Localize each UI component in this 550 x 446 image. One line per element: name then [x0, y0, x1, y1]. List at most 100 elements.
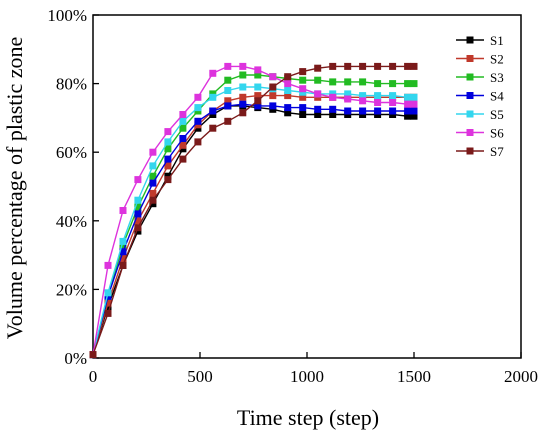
data-point-s7 [194, 138, 202, 146]
legend-marker-s6 [466, 129, 474, 136]
data-point-s7 [299, 68, 307, 76]
data-point-s4 [179, 135, 187, 142]
data-point-s6 [104, 261, 112, 269]
data-point-s4 [410, 107, 418, 115]
data-point-s6 [404, 100, 412, 108]
data-point-s5 [149, 162, 157, 170]
x-tick-label: 1500 [397, 367, 431, 386]
x-tick-label: 2000 [504, 367, 538, 386]
data-point-s5 [389, 92, 397, 100]
data-point-s2 [239, 93, 247, 101]
data-point-s3 [389, 80, 397, 88]
data-point-s6 [209, 69, 217, 77]
data-point-s6 [389, 99, 397, 106]
data-point-s6 [149, 148, 157, 156]
data-point-s3 [329, 78, 337, 86]
legend-marker-s5 [466, 110, 474, 118]
data-point-s3 [149, 172, 157, 180]
legend-marker-s1 [466, 36, 474, 44]
data-point-s1 [314, 111, 322, 118]
data-point-s5 [164, 138, 172, 146]
data-point-s7 [329, 62, 337, 70]
data-point-s7 [134, 224, 142, 232]
data-point-s5 [344, 90, 352, 98]
data-point-s6 [119, 207, 127, 214]
legend-marker-s3 [466, 73, 474, 81]
data-point-s7 [344, 62, 352, 70]
data-point-s2 [179, 141, 187, 149]
data-point-s3 [134, 203, 142, 211]
data-point-s5 [410, 93, 418, 101]
data-point-s5 [404, 93, 412, 101]
data-point-s2 [104, 299, 112, 307]
data-point-s4 [149, 179, 157, 187]
data-point-s5 [179, 117, 187, 125]
data-point-s5 [119, 237, 127, 245]
data-point-s4 [359, 107, 367, 115]
data-point-s6 [269, 73, 277, 81]
data-point-s7 [404, 62, 412, 70]
data-point-s5 [239, 83, 247, 91]
data-point-s1 [299, 111, 307, 118]
data-point-s4 [344, 107, 352, 115]
data-point-s6 [134, 176, 142, 184]
data-point-s7 [314, 64, 322, 72]
data-point-s5 [284, 87, 292, 94]
legend-marker-s7 [466, 147, 474, 155]
data-point-s7 [410, 62, 418, 70]
data-point-s4 [329, 105, 337, 113]
data-point-s5 [134, 196, 142, 204]
data-point-s5 [224, 87, 232, 94]
y-axis-ticks: 0% 20% 40% 60% 80% 100% [47, 6, 99, 368]
data-point-s7 [149, 196, 157, 204]
data-point-s2 [284, 92, 292, 100]
data-point-s7 [119, 261, 127, 269]
data-point-s6 [179, 111, 187, 118]
data-point-s4 [269, 102, 277, 110]
data-point-s3 [359, 78, 367, 86]
data-point-s6 [164, 128, 172, 136]
data-point-s6 [314, 90, 322, 98]
data-point-s7 [239, 109, 247, 117]
data-point-s3 [404, 80, 412, 88]
data-point-s6 [344, 95, 352, 103]
data-point-s5 [359, 92, 367, 100]
legend-label-s2: S2 [490, 52, 504, 67]
data-point-s7 [284, 73, 292, 81]
data-point-s3 [224, 76, 232, 84]
data-point-s3 [254, 71, 262, 79]
x-tick-label: 500 [187, 367, 213, 386]
data-point-s2 [299, 93, 307, 101]
data-point-s4 [119, 248, 127, 256]
data-point-s3 [314, 76, 322, 84]
data-point-s3 [299, 76, 307, 84]
data-point-s4 [374, 107, 382, 115]
data-point-s4 [404, 107, 412, 115]
data-point-s7 [359, 62, 367, 70]
legend-label-s1: S1 [490, 33, 504, 48]
x-tick-label: 0 [89, 367, 98, 386]
y-tick-label: 60% [56, 143, 87, 162]
x-axis-title: Time step (step) [237, 405, 379, 430]
legend-label-s5: S5 [490, 107, 504, 122]
data-point-s6 [299, 85, 307, 93]
data-point-s3 [344, 78, 352, 86]
data-point-s2 [149, 189, 157, 197]
data-point-s4 [284, 104, 292, 112]
data-point-s7 [224, 117, 232, 125]
data-point-s6 [254, 66, 262, 74]
data-point-s7 [89, 351, 97, 359]
data-point-s6 [284, 80, 292, 88]
data-point-s5 [209, 93, 217, 101]
data-point-s1 [329, 111, 337, 118]
data-point-s5 [194, 104, 202, 112]
legend-marker-s2 [466, 55, 474, 62]
series-lines [89, 62, 418, 359]
data-point-s2 [134, 217, 142, 225]
legend: S1 S2 S3 S4 S5 S6 S7 [456, 33, 504, 159]
data-point-s4 [299, 104, 307, 112]
data-point-s3 [164, 145, 172, 153]
legend-label-s3: S3 [490, 70, 504, 85]
data-point-s7 [209, 124, 217, 132]
